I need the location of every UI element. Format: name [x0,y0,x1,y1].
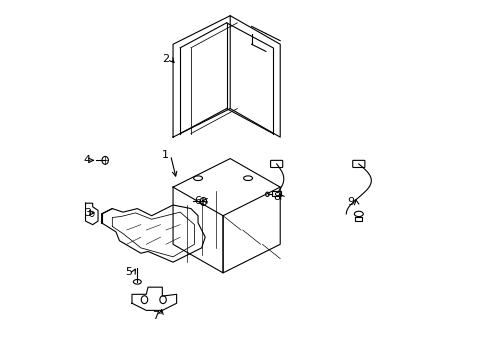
Bar [354,217,362,221]
FancyBboxPatch shape [270,160,282,167]
Text: 9: 9 [346,197,354,207]
Text: 1: 1 [162,150,168,160]
Text: 3: 3 [83,208,91,218]
Text: 8: 8 [272,192,280,202]
Text: 4: 4 [83,156,91,165]
Text: 7: 7 [151,311,159,321]
Bar [272,191,281,196]
Text: 2: 2 [162,54,168,64]
FancyBboxPatch shape [352,160,364,167]
Text: 6: 6 [193,196,201,206]
Text: 5: 5 [124,267,132,277]
